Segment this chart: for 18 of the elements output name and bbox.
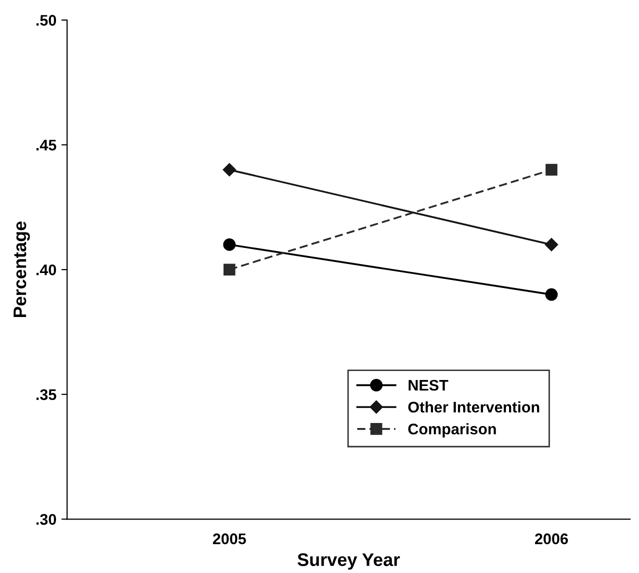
y-axis-title: Percentage xyxy=(14,222,30,318)
point xyxy=(546,164,558,176)
legend-label: Comparison xyxy=(408,423,496,438)
point xyxy=(223,238,236,251)
y-tick-label: .45 xyxy=(36,140,56,151)
y-tick-label: .35 xyxy=(36,389,56,400)
x-axis-title: Survey Year xyxy=(298,553,400,570)
point xyxy=(545,288,558,301)
point xyxy=(224,264,236,276)
y-tick-label: .40 xyxy=(36,264,56,276)
point xyxy=(222,163,236,176)
legend-label: Other Intervention xyxy=(408,401,540,413)
legend-label: NEST xyxy=(408,380,448,391)
point xyxy=(544,238,558,252)
x-tick-label: 2006 xyxy=(535,533,568,544)
x-tick-label: 2005 xyxy=(212,533,246,544)
y-tick-label: .50 xyxy=(36,14,56,26)
y-tick-label: .30 xyxy=(36,514,56,525)
